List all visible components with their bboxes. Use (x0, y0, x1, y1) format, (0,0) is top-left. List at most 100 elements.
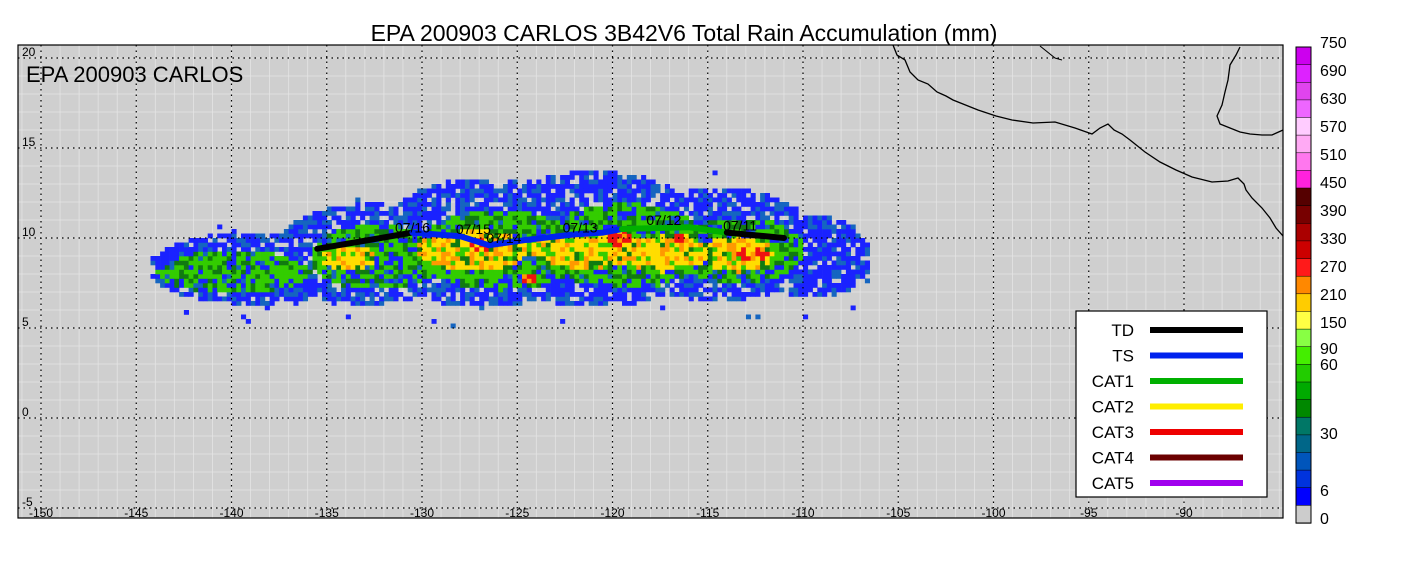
rain-cell (479, 184, 485, 189)
rain-cell (288, 296, 294, 302)
rain-cell (707, 260, 713, 266)
rain-cell (450, 256, 456, 261)
rain-cell (350, 206, 356, 212)
rain-cell (698, 211, 704, 216)
rain-cell (612, 215, 618, 221)
rain-cell (364, 301, 370, 306)
rain-cell (712, 238, 718, 243)
rain-cell (731, 238, 737, 243)
rain-cell (736, 206, 742, 212)
rain-cell (841, 251, 847, 257)
rain-cell (864, 260, 870, 266)
rain-cell (764, 260, 770, 266)
rain-cell (645, 278, 651, 284)
rain-cell (293, 269, 299, 275)
legend-label: CAT5 (1092, 474, 1134, 493)
rain-cell (426, 251, 432, 257)
rain-cell (545, 287, 551, 293)
rain-cell (655, 229, 661, 234)
rain-cell (683, 220, 689, 225)
rain-cell (612, 179, 618, 185)
rain-cell (822, 224, 828, 230)
rain-cell (503, 292, 509, 297)
rain-cell (736, 260, 742, 266)
rain-cell (588, 260, 594, 266)
rain-cell (703, 197, 709, 203)
rain-cell (683, 251, 689, 257)
rain-cell (731, 292, 737, 297)
rain-cell (650, 283, 656, 288)
rain-cell (788, 242, 794, 248)
rain-cell (393, 215, 399, 221)
rain-cell (636, 292, 642, 297)
rain-cell (741, 242, 747, 248)
rain-cell (322, 256, 328, 261)
rain-cell (436, 260, 442, 266)
rain-cell (531, 278, 537, 284)
rain-cell (341, 296, 347, 302)
rain-cell (736, 188, 742, 194)
rain-cell (183, 242, 189, 248)
rain-cell (745, 188, 751, 194)
rain-cell (260, 283, 266, 288)
rain-cell (450, 265, 456, 270)
rain-cell (726, 202, 732, 207)
rain-cell (293, 283, 299, 288)
rain-cell (650, 220, 656, 225)
rain-cell (822, 229, 828, 234)
rain-cell (307, 274, 313, 279)
rain-cell (345, 233, 351, 239)
rain-cell (469, 242, 475, 248)
rain-cell (626, 260, 632, 266)
rain-cell (579, 238, 585, 243)
rain-cell (788, 287, 794, 293)
rain-cell (541, 251, 547, 257)
rain-cell (364, 251, 370, 257)
rain-cell (222, 256, 228, 261)
rain-cell (260, 301, 266, 306)
rain-cell (388, 287, 394, 293)
rain-cell (655, 188, 661, 194)
rain-cell (517, 296, 523, 302)
rain-cell (741, 238, 747, 243)
rain-cell (545, 238, 551, 243)
rain-cell (226, 260, 232, 266)
rain-cell (822, 242, 828, 248)
rain-cell (507, 283, 513, 288)
rain-cell (655, 233, 661, 239)
rain-cell (755, 238, 761, 243)
rain-cell (483, 211, 489, 216)
rain-cell (355, 278, 361, 284)
rain-cell (402, 220, 408, 225)
rain-cell (498, 211, 504, 216)
rain-cell (574, 206, 580, 212)
rain-cell (636, 179, 642, 185)
rain-cell (369, 242, 375, 248)
rain-cell (745, 211, 751, 216)
rain-cell (707, 220, 713, 225)
rain-cell (379, 220, 385, 225)
rain-cell (750, 260, 756, 266)
longitude-tick-label: -90 (1175, 506, 1193, 520)
rain-cell (383, 292, 389, 297)
rain-cell (522, 229, 528, 234)
rain-cell (674, 274, 680, 279)
rain-cell (607, 287, 613, 293)
rain-cell (464, 256, 470, 261)
rain-cell (588, 283, 594, 288)
rain-cell (355, 197, 361, 203)
rain-cell (836, 269, 842, 275)
rain-cell (612, 193, 618, 198)
rain-cell (193, 238, 199, 243)
rain-cell (436, 202, 442, 207)
rain-cell (722, 206, 728, 212)
rain-cell (345, 296, 351, 302)
rain-cell (555, 274, 561, 279)
rain-cell (445, 206, 451, 212)
rain-cell (374, 292, 380, 297)
rain-cell (593, 265, 599, 270)
rain-cell (493, 197, 499, 203)
rain-cell (593, 211, 599, 216)
rain-cell (441, 229, 447, 234)
rain-cell (741, 269, 747, 275)
